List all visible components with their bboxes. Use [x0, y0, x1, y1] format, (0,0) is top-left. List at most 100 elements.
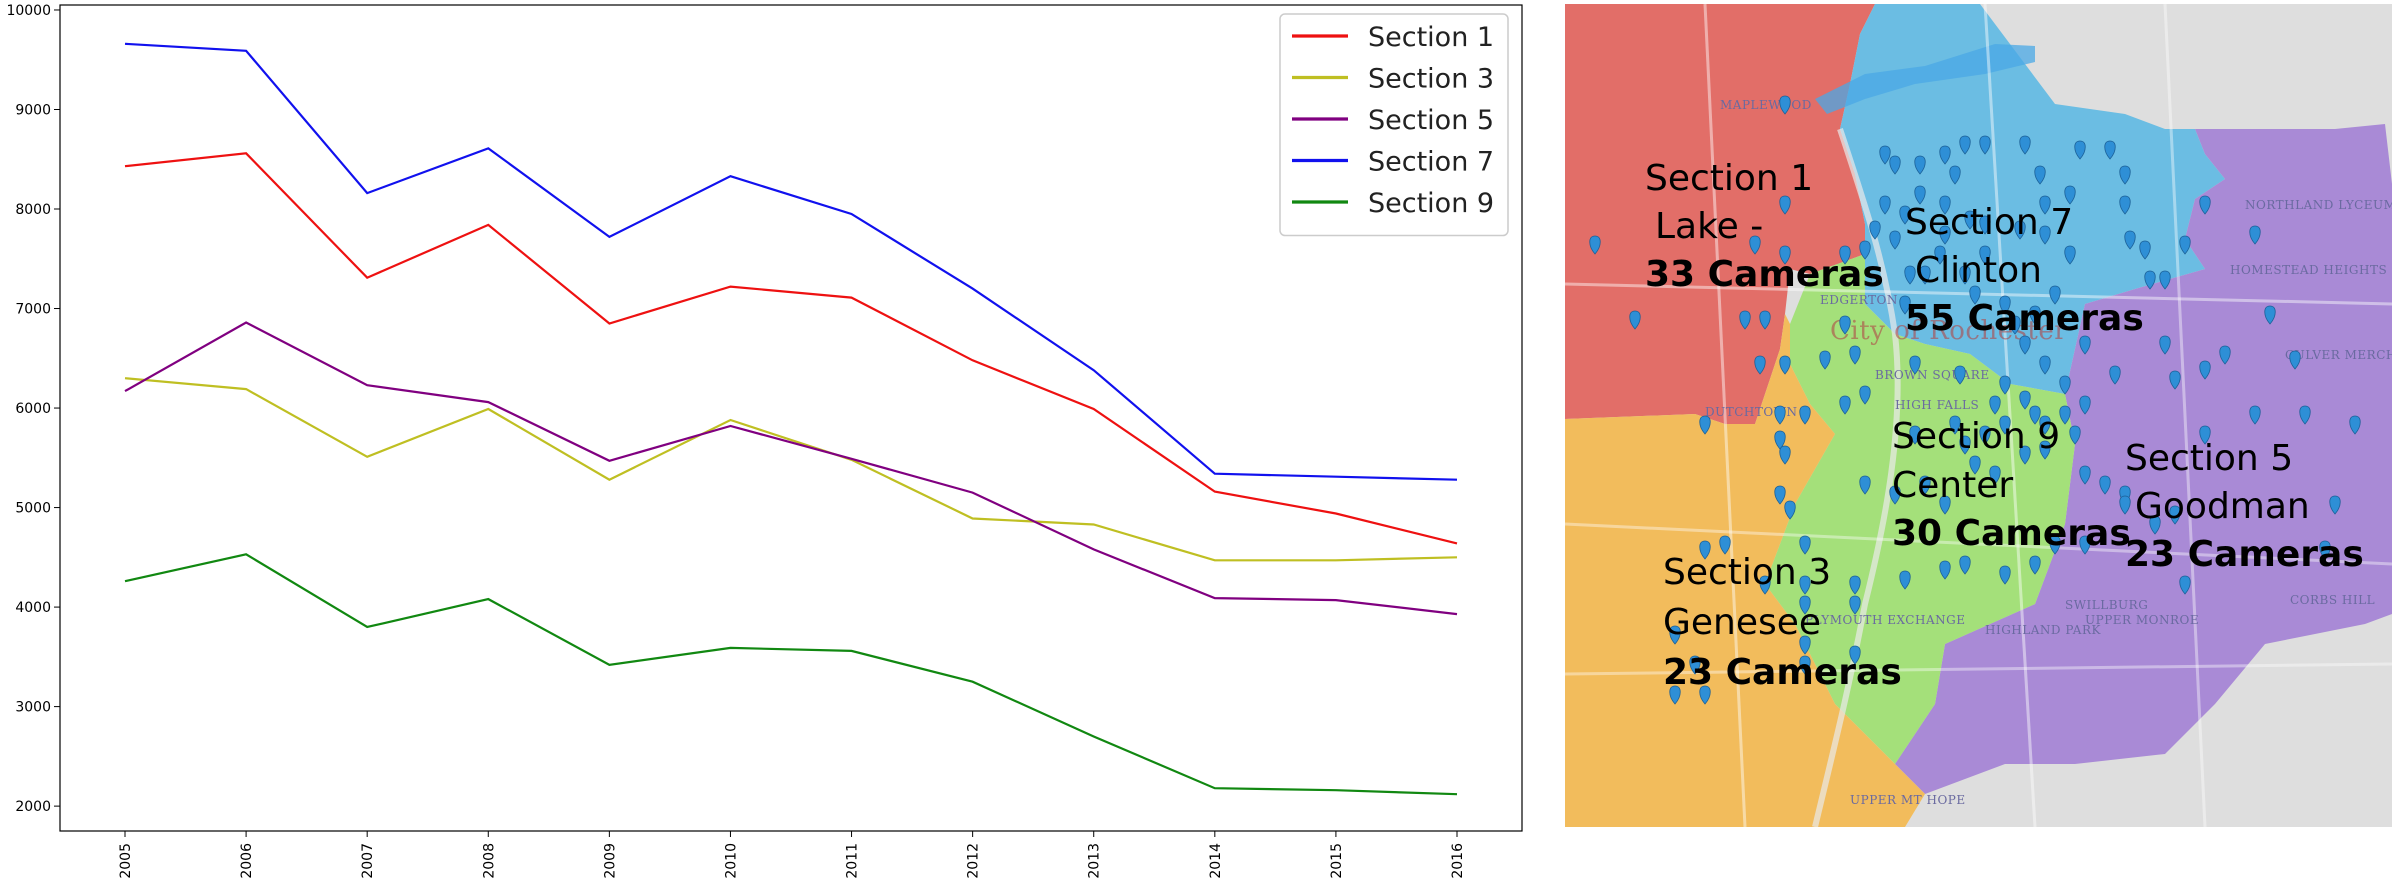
camera-marker-icon	[2074, 140, 2086, 160]
x-tick-label: 2011	[845, 843, 861, 879]
camera-marker-icon	[1839, 245, 1851, 265]
x-tick-label: 2008	[481, 843, 497, 879]
section-label-name: Section 1	[1645, 158, 1813, 199]
section-9-region	[1765, 254, 2075, 764]
camera-marker-icon	[1909, 425, 1921, 445]
y-tick-label: 7000	[15, 302, 51, 318]
legend-label: Section 3	[1368, 64, 1494, 95]
camera-marker-icon	[2119, 165, 2131, 185]
section-label-cameras: 33 Cameras	[1645, 254, 1884, 295]
camera-markers	[1589, 95, 2361, 705]
camera-marker-icon	[1839, 315, 1851, 335]
camera-marker-icon	[1889, 155, 1901, 175]
camera-marker-icon	[2109, 365, 2121, 385]
camera-marker-icon	[2119, 195, 2131, 215]
section-label-cameras: 55 Cameras	[1905, 298, 2144, 339]
series-line-section-9	[124, 553, 1458, 796]
camera-marker-icon	[2019, 135, 2031, 155]
camera-marker-icon	[2199, 360, 2211, 380]
camera-marker-icon	[2019, 335, 2031, 355]
section-label-cameras: 23 Cameras	[1663, 652, 1902, 693]
camera-marker-icon	[2264, 305, 2276, 325]
section-label-area: Goodman	[2135, 486, 2310, 527]
camera-marker-icon	[1939, 195, 1951, 215]
place-label: CULVER MERCHANTS	[2285, 348, 2392, 362]
place-label: DUTCHTOWN	[1705, 405, 1798, 419]
camera-marker-icon	[2289, 350, 2301, 370]
camera-marker-icon	[2144, 270, 2156, 290]
camera-marker-icon	[1899, 205, 1911, 225]
camera-marker-icon	[1849, 645, 1861, 665]
camera-marker-icon	[2029, 405, 2041, 425]
camera-marker-icon	[2079, 395, 2091, 415]
camera-marker-icon	[1754, 355, 1766, 375]
camera-marker-icon	[2299, 405, 2311, 425]
section-label-name: Section 5	[2125, 438, 2293, 479]
camera-marker-icon	[2039, 355, 2051, 375]
camera-marker-icon	[1904, 265, 1916, 285]
camera-marker-icon	[2014, 220, 2026, 240]
camera-marker-icon	[1739, 310, 1751, 330]
camera-marker-icon	[1849, 575, 1861, 595]
camera-marker-icon	[1959, 265, 1971, 285]
camera-marker-icon	[2039, 440, 2051, 460]
camera-marker-icon	[2199, 195, 2211, 215]
camera-marker-icon	[1949, 415, 1961, 435]
camera-marker-icon	[1859, 385, 1871, 405]
camera-marker-icon	[1939, 560, 1951, 580]
camera-marker-icon	[1859, 240, 1871, 260]
section-label-name: Section 9	[1892, 416, 2060, 457]
camera-marker-icon	[1949, 165, 1961, 185]
camera-marker-icon	[1669, 685, 1681, 705]
camera-marker-icon	[1909, 355, 1921, 375]
camera-marker-icon	[1589, 235, 1601, 255]
x-tick-label: 2007	[360, 843, 376, 879]
line-chart: 2000 3000 4000 5000 6000 7000 8000 9000 10000 200…	[6, 3, 1523, 879]
series-line-section-5	[124, 321, 1458, 616]
camera-marker-icon	[1889, 485, 1901, 505]
camera-marker-icon	[1939, 145, 1951, 165]
camera-marker-icon	[1784, 500, 1796, 520]
camera-marker-icon	[2064, 185, 2076, 205]
camera-marker-icon	[2009, 315, 2021, 335]
camera-marker-icon	[1689, 655, 1701, 675]
camera-marker-icon	[2139, 240, 2151, 260]
camera-marker-icon	[1869, 220, 1881, 240]
section-1-label: Section 1 Lake - 33 Cameras	[1645, 158, 1884, 295]
camera-marker-icon	[1774, 405, 1786, 425]
place-label: SWILLBURG	[2065, 598, 2148, 612]
camera-marker-icon	[1979, 425, 1991, 445]
camera-marker-icon	[1919, 475, 1931, 495]
camera-marker-icon	[2179, 575, 2191, 595]
camera-marker-icon	[2029, 305, 2041, 325]
camera-marker-icon	[2079, 535, 2091, 555]
y-tick-label: 2000	[15, 799, 51, 815]
section-label-area: Center	[1892, 465, 2013, 506]
camera-marker-icon	[2119, 495, 2131, 515]
x-tick-label: 2012	[966, 843, 982, 879]
camera-marker-icon	[2064, 245, 2076, 265]
series-line-section-1	[124, 152, 1458, 545]
camera-marker-icon	[1879, 195, 1891, 215]
camera-marker-icon	[2019, 445, 2031, 465]
y-tick-label: 5000	[15, 501, 51, 517]
camera-marker-icon	[2049, 285, 2061, 305]
camera-marker-icon	[1859, 475, 1871, 495]
camera-marker-icon	[1779, 95, 1791, 115]
section-3-label: Section 3 Genesee 23 Cameras	[1663, 552, 1902, 693]
section-label-cameras: 30 Cameras	[1892, 513, 2131, 554]
section-label-area: Genesee	[1663, 602, 1821, 643]
camera-marker-icon	[2329, 495, 2341, 515]
y-tick-label: 10000	[6, 3, 51, 19]
series-line-section-3	[124, 377, 1458, 562]
place-label: HOMESTEAD HEIGHTS	[2230, 263, 2387, 277]
camera-marker-icon	[2179, 235, 2191, 255]
camera-marker-icon	[1959, 555, 1971, 575]
x-tick-label: 2015	[1329, 843, 1345, 879]
camera-marker-icon	[1899, 295, 1911, 315]
camera-marker-icon	[1774, 430, 1786, 450]
y-tick-label: 6000	[15, 401, 51, 417]
camera-marker-icon	[2079, 465, 2091, 485]
place-label: BROWN SQUARE	[1875, 368, 1990, 382]
place-label: PLYMOUTH EXCHANGE	[1805, 613, 1965, 627]
